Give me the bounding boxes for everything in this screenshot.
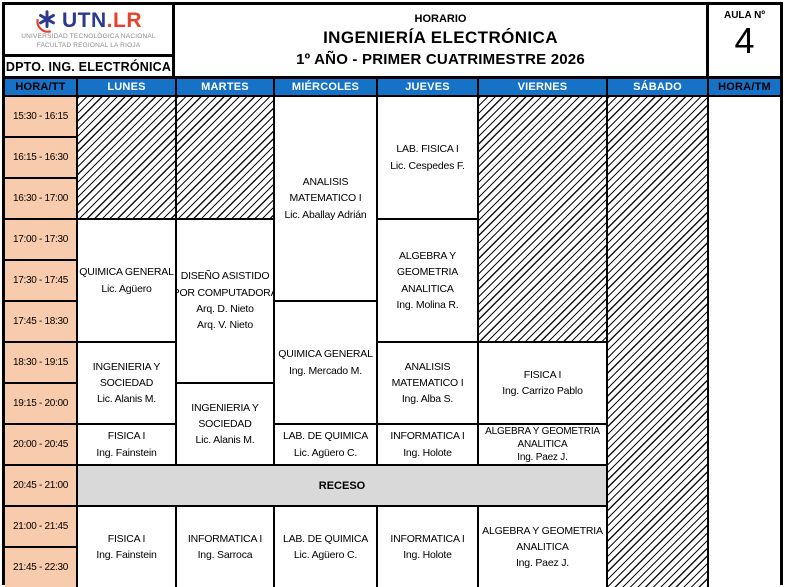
logo-subtitle-line2: FACULTAD REGIONAL LA RIOJA <box>36 41 141 49</box>
class-cell: LAB. DE QUIMICA Lic. Agüero C. <box>275 507 376 587</box>
class-cell: INFORMATICA I Ing. Sarroca <box>177 507 273 587</box>
class-cell: ALGEBRA Y GEOMETRIA ANALITICA Ing. Paez … <box>479 425 606 464</box>
time-slot: 17:00 - 17:30 <box>5 220 76 259</box>
time-slot: 21:00 - 21:45 <box>5 507 76 546</box>
logo-brand-lr: .LR <box>106 9 142 33</box>
time-slot: 19:15 - 20:00 <box>5 384 76 423</box>
term-title: 1º AÑO - PRIMER CUATRIMESTRE 2026 <box>296 51 585 68</box>
time-slot: 21:45 - 22:30 <box>5 548 76 587</box>
career-title: INGENIERÍA ELECTRÓNICA <box>323 28 558 47</box>
class-cell: INGENIERIA Y SOCIEDAD Lic. Alanis M. <box>78 343 175 423</box>
time-slot: 16:30 - 17:00 <box>5 179 76 218</box>
class-cell: FISICA I Ing. Fainstein <box>78 507 175 587</box>
empty-slot-hatched <box>177 97 273 218</box>
header-center: HORARIO INGENIERÍA ELECTRÓNICA 1º AÑO - … <box>175 5 709 76</box>
class-cell: LAB. DE QUIMICA Lic. Agüero C. <box>275 425 376 464</box>
empty-slot-hatched <box>608 97 707 587</box>
empty-slot-hatched <box>479 97 606 341</box>
class-cell: INFORMATICA I Ing. Holote <box>378 425 477 464</box>
time-slot: 20:45 - 21:00 <box>5 466 76 505</box>
utn-gear-icon <box>36 10 55 34</box>
header-left: UTN.LR UNIVERSIDAD TECNOLÓGICA NACIONAL … <box>5 5 175 76</box>
class-cell: QUIMICA GENERAL Lic. Agüero <box>78 220 175 341</box>
time-slot: 17:45 - 18:30 <box>5 302 76 341</box>
column-header-lunes: LUNES <box>78 79 175 95</box>
logo-brand: UTN.LR <box>62 9 142 33</box>
column-header-miercoles: MIÉRCOLES <box>275 79 376 95</box>
class-cell: ALGEBRA Y GEOMETRIA ANALITICA Ing. Paez … <box>479 507 606 587</box>
logo-subtitle-line1: UNIVERSIDAD TECNOLÓGICA NACIONAL <box>21 33 156 41</box>
room-box: AULA Nº 4 <box>709 5 780 76</box>
hora-tm-empty-column <box>709 97 780 587</box>
empty-slot-hatched <box>78 97 175 218</box>
class-cell: QUIMICA GENERAL Ing. Mercado M. <box>275 302 376 423</box>
class-cell: ALGEBRA Y GEOMETRIA ANALITICA Ing. Molin… <box>378 220 477 341</box>
room-number: 4 <box>734 20 755 61</box>
logo-brand-utn: UTN <box>62 9 107 33</box>
class-cell: FISICA I Ing. Fainstein <box>78 425 175 464</box>
class-cell: FISICA I Ing. Carrizo Pablo <box>479 343 606 423</box>
class-cell: ANALISIS MATEMATICO I Lic. Aballay Adriá… <box>275 97 376 300</box>
time-slot: 20:00 - 20:45 <box>5 425 76 464</box>
logo-subtitle: UNIVERSIDAD TECNOLÓGICA NACIONAL FACULTA… <box>21 33 156 49</box>
time-slot: 15:30 - 16:15 <box>5 97 76 136</box>
time-slot: 16:15 - 16:30 <box>5 138 76 177</box>
column-header-sabado: SÁBADO <box>608 79 707 95</box>
header: UTN.LR UNIVERSIDAD TECNOLÓGICA NACIONAL … <box>5 5 780 76</box>
room-label: AULA Nº <box>723 10 766 21</box>
time-slot: 18:30 - 19:15 <box>5 343 76 382</box>
column-header-hora-tm: HORA/TM <box>709 79 780 95</box>
utn-logo: UTN.LR UNIVERSIDAD TECNOLÓGICA NACIONAL … <box>5 5 172 54</box>
column-header-viernes: VIERNES <box>479 79 606 95</box>
timetable-grid: HORA/TT LUNES MARTES MIÉRCOLES JUEVES VI… <box>5 76 780 587</box>
column-header-hora-tt: HORA/TT <box>5 79 76 95</box>
class-cell: ANALISIS MATEMATICO I Ing. Alba S. <box>378 343 477 423</box>
time-slot: 17:30 - 17:45 <box>5 261 76 300</box>
schedule-label: HORARIO <box>414 13 467 25</box>
logo-line: UTN.LR <box>35 9 142 34</box>
recess-row: RECESO <box>78 466 606 505</box>
class-cell: DISEÑO ASISTIDO POR COMPUTADORA Arq. D. … <box>177 220 273 382</box>
class-cell: LAB. FISICA I Lic. Cespedes F. <box>378 97 477 218</box>
column-header-martes: MARTES <box>177 79 273 95</box>
class-cell: INFORMATICA I Ing. Holote <box>378 507 477 587</box>
department-title: DPTO. ING. ELECTRÓNICA <box>5 54 172 76</box>
class-cell: INGENIERIA Y SOCIEDAD Lic. Alanis M. <box>177 384 273 464</box>
column-header-jueves: JUEVES <box>378 79 477 95</box>
